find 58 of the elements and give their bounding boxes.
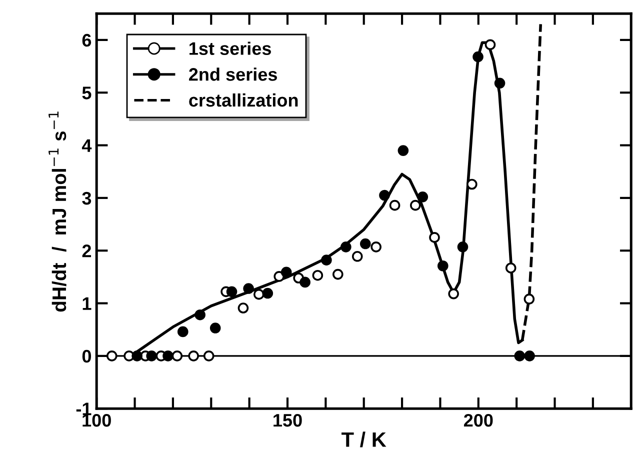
point [243,283,254,294]
point [106,350,118,362]
y-tick-label: 1 [82,297,92,310]
y-tick-label: 4 [82,139,92,152]
x-tick-label: 100 [82,414,111,427]
point [274,271,285,282]
point [172,350,183,362]
point [398,145,409,156]
x-tick-label: 150 [274,414,302,427]
point [300,276,310,288]
point [162,350,174,362]
point [514,350,526,362]
y-tick-label: 6 [82,34,92,47]
y-tick-label: 3 [82,192,92,205]
point [484,39,496,50]
legend-label: crstallization [189,93,298,107]
point [472,51,484,62]
x-tick-label: 200 [464,414,493,427]
point [321,254,332,266]
point [203,350,214,362]
legend-label: 1st series [190,42,271,55]
point [238,302,249,314]
point [210,322,221,334]
point [312,270,324,281]
point [253,288,264,300]
point [146,350,157,362]
point [379,190,390,201]
y-axis-title: dH/dt / mJ mol$^{−1}$ s$^{−1}$ [48,112,66,312]
legend-label: 2nd series [189,68,277,81]
point [194,309,206,320]
point [524,350,535,362]
point [448,288,459,300]
point [262,288,274,299]
y-tick-label: -1 [76,402,92,416]
point [177,326,188,338]
y-tick-label: 0 [82,350,91,363]
point [370,242,382,252]
point [457,242,468,252]
y-tick-label: 2 [82,244,92,258]
point [494,78,506,89]
point [340,242,352,252]
point [410,200,421,211]
point [188,350,199,362]
point [132,350,142,362]
point [466,178,478,190]
point [437,260,448,272]
point [226,286,238,298]
x-axis-title: T / K [342,432,386,448]
point [429,232,440,243]
point [505,262,516,274]
point [332,268,344,280]
point [524,294,535,304]
point [417,191,428,202]
point [360,238,371,250]
point [389,200,400,211]
point [352,250,363,262]
y-tick-label: 5 [82,86,92,100]
point [280,266,292,278]
